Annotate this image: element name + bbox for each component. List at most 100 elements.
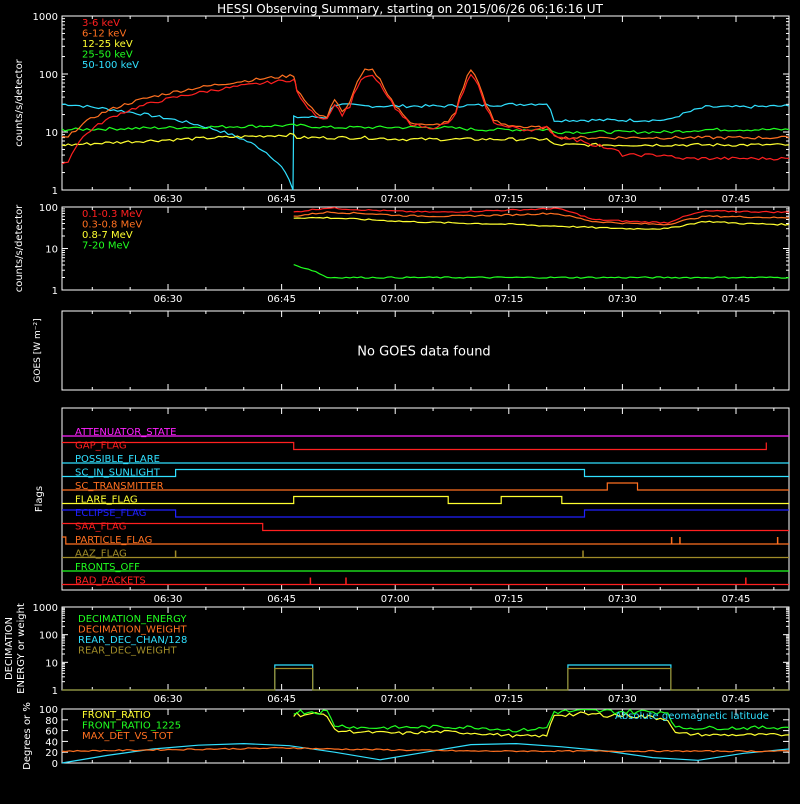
flags-x-tick-label: 07:45	[722, 594, 751, 605]
ratio-series-front-ratio-1225	[293, 708, 790, 733]
flags-x-tick-label: 07:30	[608, 594, 637, 605]
gamma-legend-7-20-mev: 7-20 MeV	[82, 241, 130, 252]
flags-y-axis-label: Flags	[34, 486, 45, 512]
decimation-series-rear-dec-chan-128	[62, 664, 789, 691]
xray-legend-12-25-kev: 12-25 keV	[82, 39, 133, 50]
decimation-legend-decimation-weight: DECIMATION_WEIGHT	[78, 625, 187, 636]
flag-line-sc-in-sunlight	[62, 468, 789, 478]
goes-y-axis-label: GOES [W m⁻²]	[33, 318, 43, 382]
flag-label-attenuator-state: ATTENUATOR_STATE	[75, 427, 176, 438]
decimation-legend-rear-dec-chan-128: REAR_DEC_CHAN/128	[78, 635, 187, 646]
gamma-y-tick-label: 10	[45, 245, 58, 256]
decimation-x-tick-label: 06:30	[154, 694, 183, 705]
ratio-latitude-curve	[61, 742, 790, 764]
decimation-x-tick-label: 07:45	[722, 694, 751, 705]
ratio-series-max-det-vs-tot	[61, 746, 790, 753]
xray-x-tick-label: 06:30	[154, 194, 183, 205]
goes-frame	[61, 310, 790, 391]
xray-legend-3-6-kev: 3-6 keV	[82, 18, 120, 29]
goes-no-data-message: No GOES data found	[357, 345, 490, 360]
gamma-legend-0-1-0-3-mev: 0.1-0.3 MeV	[82, 209, 142, 220]
flag-label-saa-flag: SAA_FLAG	[75, 522, 126, 533]
flag-label-flare-flag: FLARE_FLAG	[75, 495, 138, 506]
flag-label-aaz-flag: AAZ_FLAG	[75, 549, 127, 560]
flag-label-particle-flag: PARTICLE_FLAG	[75, 535, 152, 546]
gamma-y-axis-label: counts/s/detector	[14, 204, 25, 292]
xray-y-tick-label: 10	[45, 128, 58, 139]
ratio-y-tick-label: 60	[45, 727, 58, 738]
gamma-series-0-8-7-mev	[293, 216, 790, 230]
flag-label-fronts-off: FRONTS_OFF	[75, 562, 140, 573]
decimation-y-axis-label-line1: DECIMATION	[4, 617, 15, 680]
ratio-legend-front-ratio-1225: FRONT_RATIO_1225	[82, 721, 181, 732]
flag-line-sc-transmitter	[62, 482, 789, 491]
gamma-x-tick-label: 07:00	[381, 294, 410, 305]
xray-series-50-100-kev	[61, 102, 790, 191]
ratio-y-tick-label: 20	[45, 748, 58, 759]
decimation-y-tick-label: 100	[39, 631, 58, 642]
flag-label-eclipse-flag: ECLIPSE_FLAG	[75, 508, 146, 519]
xray-y-tick-label: 1000	[33, 12, 58, 23]
flags-x-tick-label: 07:00	[381, 594, 410, 605]
ratio-y-tick-label: 80	[45, 716, 58, 727]
flag-label-possible-flare: POSSIBLE_FLARE	[75, 454, 160, 465]
ratio-legend-front-ratio: FRONT_RATIO	[82, 710, 151, 721]
xray-legend-25-50-kev: 25-50 keV	[82, 50, 133, 61]
ratio-frame	[61, 708, 790, 764]
decimation-y-tick-label: 1000	[33, 603, 58, 614]
xray-y-axis-label: counts/s/detector	[14, 58, 25, 146]
decimation-y-tick-label: 10	[45, 658, 58, 669]
flags-panel: 06:30 06:45 07:00 07:15 07:30 07:45 Flags ATTEN…	[34, 407, 790, 605]
gamma-series-7-20-mev	[293, 264, 790, 279]
ratio-y-tick-label: 0	[52, 759, 58, 770]
flag-line-eclipse-flag	[62, 509, 789, 518]
flag-line-flare-flag	[62, 495, 789, 505]
xray-x-tick-label: 07:15	[494, 194, 523, 205]
xray-panel: 1 10 100 1000 06:30 06:45 07:00 07:15 07:30 07:45…	[14, 12, 790, 205]
gamma-y-tick-label: 1	[52, 286, 58, 297]
xray-y-tick-label: 100	[39, 70, 58, 81]
gamma-legend-0-8-7-mev: 0.8-7 MeV	[82, 230, 133, 241]
gamma-x-tick-label: 07:15	[494, 294, 523, 305]
decimation-x-tick-label: 07:15	[494, 694, 523, 705]
gamma-panel: 1 10 100 06:30 06:45 07:00 07:15 07:30 07:45 coun…	[14, 203, 790, 305]
flag-label-sc-in-sunlight: SC_IN_SUNLIGHT	[75, 468, 161, 479]
ratio-y-tick-label: 100	[39, 705, 58, 716]
gamma-x-tick-label: 07:45	[722, 294, 751, 305]
xray-y-tick-label: 1	[52, 186, 58, 197]
decimation-series-rear-dec-weight	[62, 667, 789, 691]
gamma-x-tick-label: 07:30	[608, 294, 637, 305]
gamma-series-0-3-0-8-mev	[293, 211, 790, 226]
goes-panel: GOES [W m⁻²] No GOES data found	[33, 310, 790, 391]
xray-series-6-12-kev	[61, 68, 790, 140]
decimation-panel: 1 10 100 1000 06:30 06:45 07:00 07:15 07:30 07:45…	[4, 603, 790, 705]
decimation-legend-rear-dec-weight: REAR_DEC_WEIGHT	[78, 646, 177, 657]
xray-x-tick-label: 06:45	[267, 194, 296, 205]
gamma-x-tick-label: 06:30	[154, 294, 183, 305]
chart-title: HESSI Observing Summary, starting on 201…	[217, 2, 603, 16]
xray-legend-6-12-kev: 6-12 keV	[82, 29, 126, 40]
xray-frame	[61, 15, 790, 191]
decimation-legend-decimation-energy: DECIMATION_ENERGY	[78, 614, 187, 625]
xray-series-3-6-kev	[61, 73, 790, 165]
decimation-y-axis-label-line2: ENERGY or weight	[16, 603, 27, 694]
xray-x-tick-label: 07:30	[608, 194, 637, 205]
flag-label-sc-transmitter: SC_TRANSMITTER	[75, 481, 164, 492]
gamma-x-tick-label: 06:45	[267, 294, 296, 305]
xray-legend-50-100-kev: 50-100 keV	[82, 60, 139, 71]
ratio-latitude-annotation: Absolute geomagnetic latitude	[615, 711, 769, 722]
ratio-y-axis-label: Degrees or %	[22, 702, 33, 770]
gamma-legend-0-3-0-8-mev: 0.3-0.8 MeV	[82, 220, 142, 231]
ratio-series-front-ratio	[293, 711, 790, 738]
decimation-x-tick-label: 07:00	[381, 694, 410, 705]
flags-x-tick-label: 06:45	[267, 594, 296, 605]
flag-label-bad-packets: BAD_PACKETS	[75, 576, 146, 587]
flag-line-saa-flag	[62, 522, 789, 532]
xray-series-12-25-kev	[61, 132, 790, 147]
flags-frame	[61, 407, 790, 591]
flag-label-gap-flag: GAP_FLAG	[75, 441, 127, 452]
ratio-y-tick-label: 40	[45, 737, 58, 748]
